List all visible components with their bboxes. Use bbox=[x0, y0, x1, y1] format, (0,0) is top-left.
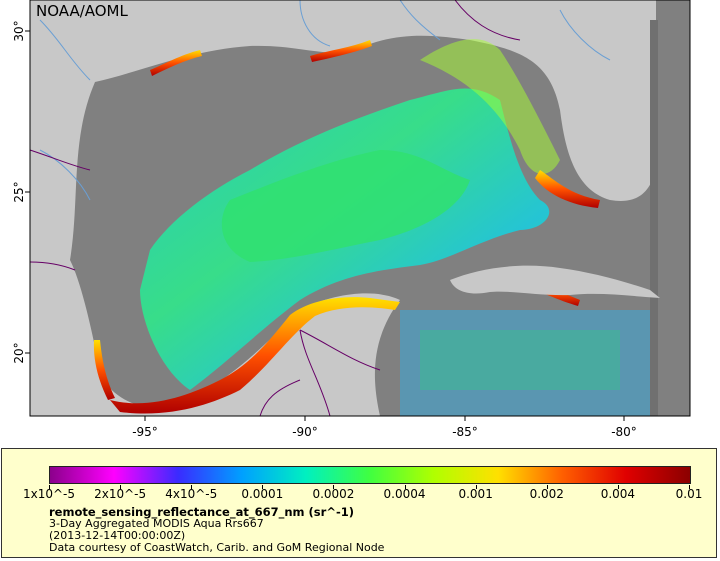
colorbar-tick bbox=[262, 485, 264, 489]
colorbar-tick bbox=[689, 485, 690, 489]
colorbar-tick-label: 0.0004 bbox=[383, 487, 426, 501]
colorbar-tick-label: 2x10^-5 bbox=[94, 487, 147, 501]
colorbar-tick-label: 0.0002 bbox=[312, 487, 355, 501]
legend-credit: Data courtesy of CoastWatch, Carib. and … bbox=[49, 541, 385, 554]
lon-label-85: -85° bbox=[452, 425, 478, 439]
colorbar-tick-label: 0.0001 bbox=[241, 487, 284, 501]
colorbar-tick-label: 0.004 bbox=[600, 487, 636, 501]
lon-label-95: -95° bbox=[132, 425, 158, 439]
florida-coast-bloom bbox=[535, 170, 600, 208]
axis-ticks bbox=[25, 30, 625, 421]
lat-label-20: 20° bbox=[12, 342, 26, 364]
yucatan-coast-bloom bbox=[110, 297, 400, 414]
rivers bbox=[39, 0, 611, 201]
legend-time: (2013-12-14T00:00:00Z) bbox=[49, 529, 186, 542]
colorbar-tick bbox=[546, 485, 548, 489]
colorbar-tick bbox=[120, 485, 122, 489]
colorbar-tick bbox=[49, 485, 50, 489]
cuba-land bbox=[450, 265, 660, 298]
lon-label-90: -90° bbox=[292, 425, 318, 439]
map-panel: NOAA/AOML 30° 25° 20° -95° -90° -85° -80… bbox=[12, 0, 691, 439]
legend-description: 3-Day Aggregated MODIS Aqua Rrs667 bbox=[49, 517, 264, 530]
lat-label-25: 25° bbox=[12, 181, 26, 203]
legend-variable: remote_sensing_reflectance_at_667_nm (sr… bbox=[49, 505, 354, 519]
caribbean-data bbox=[400, 310, 650, 416]
legend-panel: 1x10^-5 2x10^-5 4x10^-5 0.0001 0.0002 0.0004 0… bbox=[1, 448, 717, 558]
colorbar-tick bbox=[475, 485, 477, 489]
colorbar-tick-label: 4x10^-5 bbox=[165, 487, 218, 501]
colorbar-tick-label: 0.01 bbox=[675, 487, 703, 501]
atlantic-no-data bbox=[656, 0, 690, 416]
borders bbox=[29, 0, 521, 417]
colorbar-tick bbox=[404, 485, 406, 489]
north-coast-bloom bbox=[150, 50, 202, 76]
colorbar-tick-label: 1x10^-5 bbox=[22, 487, 76, 501]
lon-label-80: -80° bbox=[611, 425, 637, 439]
map-credit: NOAA/AOML bbox=[36, 2, 128, 20]
colorbar bbox=[49, 466, 691, 484]
colorbar-tick-label: 0.001 bbox=[458, 487, 493, 501]
colorbar-tick bbox=[617, 485, 619, 489]
colorbar-tick bbox=[333, 485, 335, 489]
map-image bbox=[25, 0, 691, 421]
colorbar-tick-label: 0.002 bbox=[529, 487, 564, 501]
lat-label-30: 30° bbox=[12, 20, 26, 42]
colorbar-tick bbox=[191, 485, 193, 489]
